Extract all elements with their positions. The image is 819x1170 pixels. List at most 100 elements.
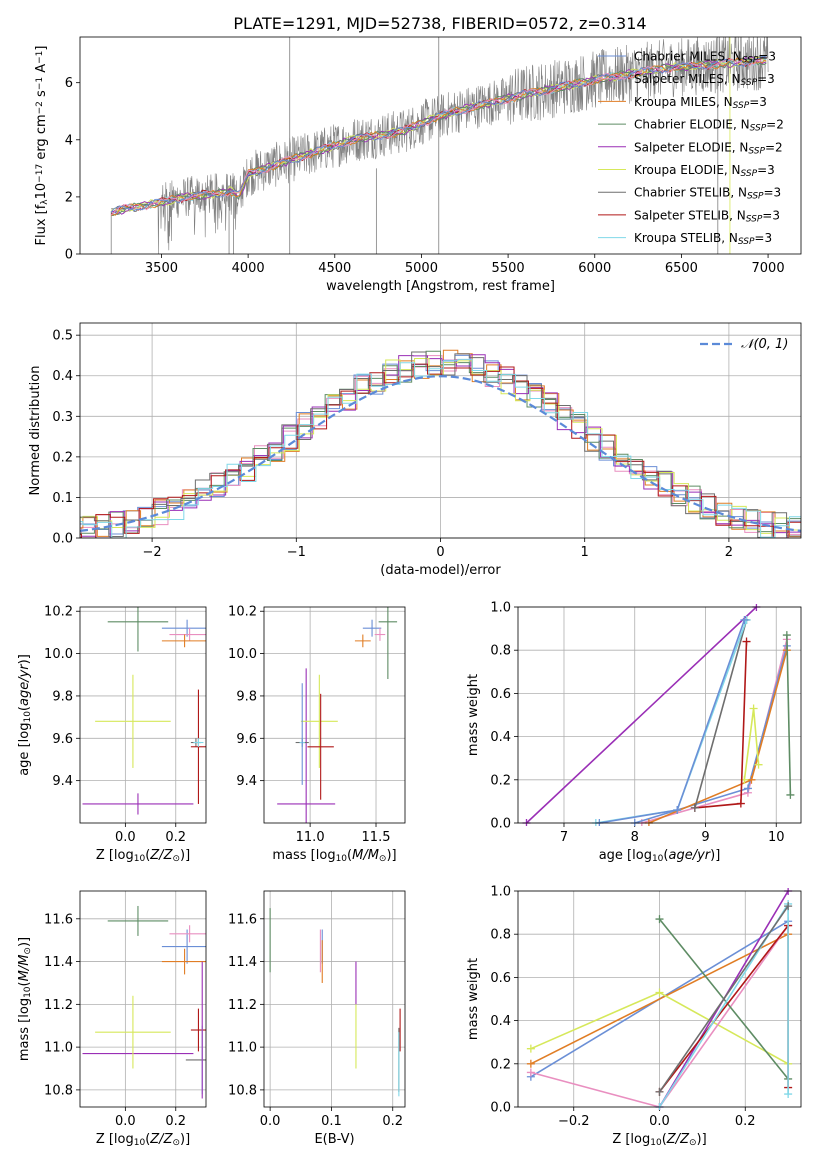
y-tick-label: 1.0 xyxy=(490,885,511,900)
histogram-salpeter_elodie xyxy=(80,354,801,538)
y-tick-label: 9.8 xyxy=(236,689,257,704)
y-tick-label: 2 xyxy=(65,190,73,205)
y-tick-label: 11.0 xyxy=(228,1041,257,1056)
weight-marker-chabrier_elodie xyxy=(655,915,664,924)
y-tick-label: 0.6 xyxy=(490,687,511,702)
y-axis-label: age [log10(age/yr)] xyxy=(17,654,33,776)
x-tick-label: 4500 xyxy=(318,261,351,276)
y-tick-label: 9.4 xyxy=(236,774,257,789)
x-tick-label: 5500 xyxy=(492,261,525,276)
y-tick-label: 0.2 xyxy=(490,1057,511,1072)
y-tick-label: 0.0 xyxy=(490,817,511,832)
y-tick-label: 11.2 xyxy=(44,998,73,1013)
spectrum-model-kroupa_elodie xyxy=(110,56,767,213)
weight-marker-chabrier_elodie xyxy=(786,790,795,799)
x-tick-label: 6000 xyxy=(578,261,611,276)
weight-marker-kroupa_elodie xyxy=(754,760,763,769)
x-axis-label: Z [log10(Z/Z⊙)] xyxy=(612,1132,706,1148)
y-tick-label: 10.0 xyxy=(44,647,73,662)
x-tick-label: −0.2 xyxy=(558,1114,590,1129)
histogram-salpeter_stelib xyxy=(80,363,801,538)
errorbar-salpeter_elodie xyxy=(82,793,194,815)
errorbar-kroupa_miles xyxy=(354,634,371,648)
errorbar-salpeter_elodie xyxy=(277,668,336,823)
weight-marker-chabrier_stelib xyxy=(655,1087,664,1096)
figure-title: PLATE=1291, MJD=52738, FIBERID=0572, z=0… xyxy=(233,14,646,33)
y-tick-label: 11.6 xyxy=(228,912,257,927)
spectrum-model-chabrier_miles xyxy=(110,55,767,213)
errorbar-chabrier_elodie xyxy=(107,905,169,936)
weight-marker-salpeter_stelib xyxy=(736,799,745,808)
errorbar-salpeter_stelib xyxy=(190,1008,206,1052)
errorbar-chabrier_elodie xyxy=(107,607,169,652)
y-tick-label: 0.5 xyxy=(52,329,73,344)
y-tick-label: 0.0 xyxy=(52,532,73,547)
errorbar-chabrier_miles xyxy=(161,619,206,637)
weight-marker-kroupa_elodie xyxy=(749,704,758,713)
weight-line-salpeter_stelib xyxy=(694,641,748,809)
y-axis-label: mass weight xyxy=(466,958,481,1040)
y-tick-label: 0.4 xyxy=(490,1014,511,1029)
axes-frame xyxy=(79,606,207,824)
x-tick-label: 11.5 xyxy=(362,830,391,845)
y-tick-label: 1.0 xyxy=(490,601,511,616)
errorbar-salpeter_miles xyxy=(169,925,206,943)
y-tick-label: 9.6 xyxy=(236,732,257,747)
weight-line-chabrier_elodie xyxy=(786,635,792,795)
y-tick-label: 10.0 xyxy=(228,647,257,662)
y-tick-label: 11.6 xyxy=(44,912,73,927)
y-tick-label: 6 xyxy=(65,76,73,91)
spectrum-data-line xyxy=(110,37,769,254)
errorbar-kroupa_miles xyxy=(161,948,206,975)
weight-marker-salpeter_stelib xyxy=(742,637,751,646)
axes-frame xyxy=(79,890,207,1108)
legend-label-chabrier_elodie: Chabrier ELODIE, NSSP=2 xyxy=(634,118,784,134)
y-tick-label: 0.2 xyxy=(52,450,73,465)
weight-marker-kroupa_miles xyxy=(747,775,756,784)
histogram-kroupa_stelib xyxy=(80,358,801,538)
weight-marker-kroupa_stelib xyxy=(784,1090,793,1099)
y-tick-label: 9.8 xyxy=(52,689,73,704)
x-tick-label: 0.2 xyxy=(165,830,186,845)
x-tick-label: 5000 xyxy=(405,261,438,276)
y-axis-label: mass [log10(M/M⊙)] xyxy=(17,937,33,1061)
x-tick-label: 0.2 xyxy=(382,1114,403,1129)
legend-label-chabrier_stelib: Chabrier STELIB, NSSP=3 xyxy=(634,186,781,202)
weight-marker-chabrier_stelib xyxy=(784,902,793,911)
y-tick-label: 0.3 xyxy=(52,410,73,425)
legend-label-gauss: 𝒩(0, 1) xyxy=(741,337,788,352)
y-tick-label: 0.0 xyxy=(490,1101,511,1116)
y-tick-label: 11.4 xyxy=(228,955,257,970)
weight-marker-salpeter_miles xyxy=(526,1068,535,1077)
legend-label-salpeter_elodie: Salpeter ELODIE, NSSP=2 xyxy=(634,140,783,156)
y-tick-label: 0.4 xyxy=(490,730,511,745)
axes-frame xyxy=(263,606,406,824)
weight-marker-kroupa_miles xyxy=(526,1059,535,1068)
y-tick-label: 11.2 xyxy=(228,998,257,1013)
x-tick-label: 0.0 xyxy=(115,830,136,845)
age_Z-axes: 0.0 0.2 9.4 9.6 9.8 10.0 10.2 Z [log10(Z/Z⊙)] ag… xyxy=(17,605,207,864)
weight-marker-chabrier_stelib xyxy=(690,803,699,812)
y-tick-label: 11.4 xyxy=(44,955,73,970)
y-tick-label: 9.4 xyxy=(52,774,73,789)
x-tick-label: 4000 xyxy=(232,261,265,276)
x-tick-label: 2 xyxy=(725,545,733,560)
legend-label-salpeter_stelib: Salpeter STELIB, NSSP=3 xyxy=(634,208,780,224)
y-tick-label: 10.2 xyxy=(228,605,257,620)
legend-label-salpeter_miles: Salpeter MILES, NSSP=3 xyxy=(634,72,775,88)
legend-label-chabrier_miles: Chabrier MILES, NSSP=3 xyxy=(634,50,776,66)
weight-marker-chabrier_miles xyxy=(673,806,682,815)
x-axis-label: Z [log10(Z/Z⊙)] xyxy=(96,1132,190,1148)
x-tick-label: 1 xyxy=(581,545,589,560)
weight_age-axes: 7 8 9 10 0.0 0.2 0.4 0.6 0.8 1.0 age [log10(age/yr… xyxy=(466,601,802,864)
y-tick-label: 0.8 xyxy=(490,928,511,943)
weight-line-kroupa_elodie xyxy=(743,708,760,780)
y-tick-label: 10.2 xyxy=(44,605,73,620)
x-tick-label: 7000 xyxy=(752,261,785,276)
x-tick-label: −1 xyxy=(287,545,306,560)
x-tick-label: 0 xyxy=(436,545,444,560)
y-tick-label: 0.4 xyxy=(52,369,73,384)
legend-label-kroupa_stelib: Kroupa STELIB, NSSP=3 xyxy=(634,231,772,247)
weight-line-chabrier_stelib xyxy=(694,619,748,809)
